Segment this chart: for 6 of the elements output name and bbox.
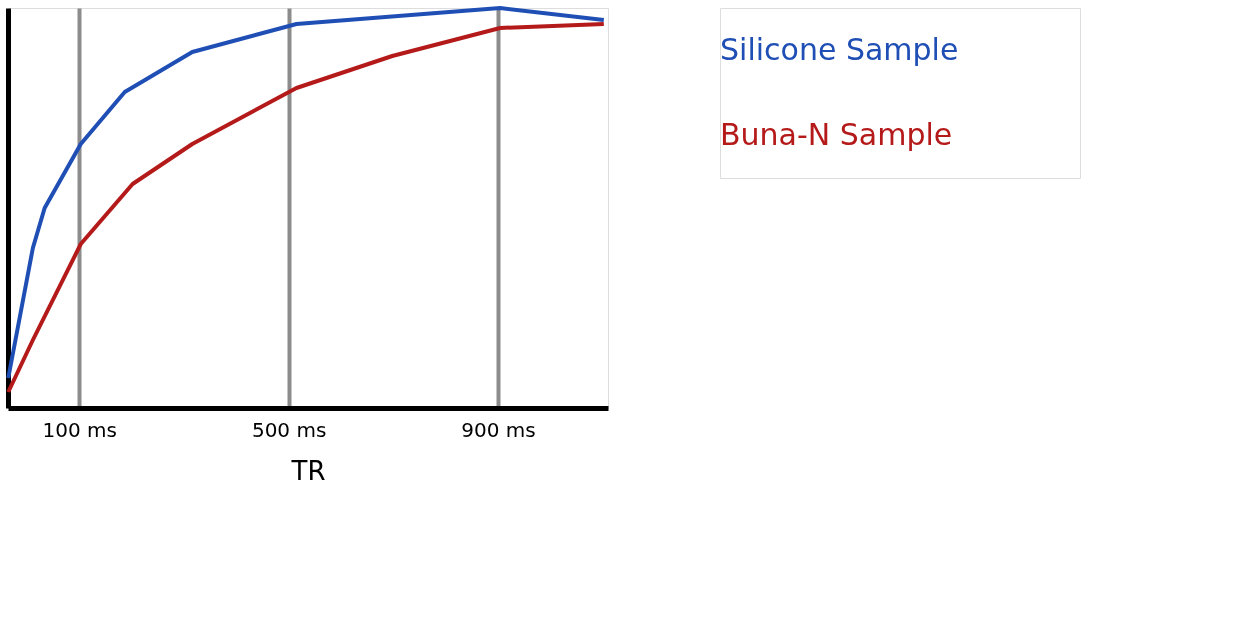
x-tick-label: 100 ms	[42, 417, 117, 442]
x-axis-title: TR	[290, 455, 326, 486]
x-tick-label: 500 ms	[251, 417, 327, 442]
text: Buna-N Sample	[720, 116, 953, 152]
x-tick-label: 900 ms	[461, 417, 536, 442]
text: Silicone Sample	[720, 31, 959, 67]
